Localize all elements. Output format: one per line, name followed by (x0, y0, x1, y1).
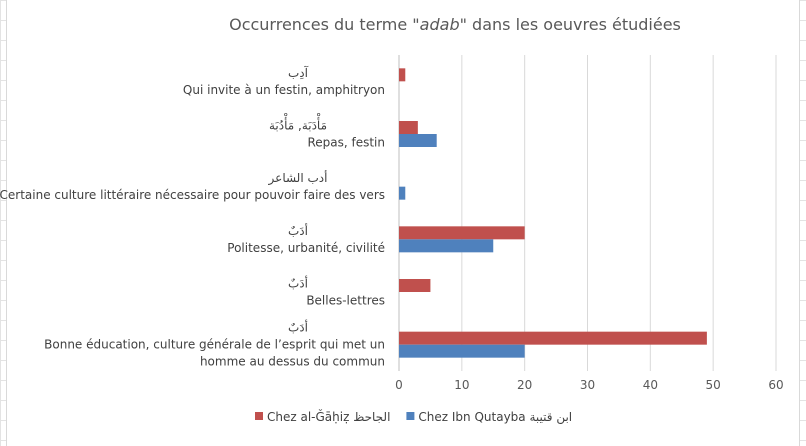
x-tick-label: 10 (454, 378, 469, 392)
chart-title-emphasis: adab (420, 15, 460, 34)
bar-ibn-qutayba[interactable] (399, 186, 406, 200)
x-tick-label: 0 (395, 378, 403, 392)
category-arabic-term: أدَبٌ (288, 320, 308, 335)
category-label: Certaine culture littéraire nécessaire p… (0, 188, 385, 202)
legend-swatch[interactable] (406, 412, 415, 420)
chart-title-part-2: " dans les oeuvres étudiées (460, 15, 681, 34)
bar-al-jahiz[interactable] (399, 279, 431, 292)
x-tick-labels: 0 10 20 30 40 50 60 (395, 378, 783, 392)
legend-label[interactable]: Chez al-Ǧāḥiẓ الجاحظ (267, 409, 390, 424)
category-arabic-term: آدِب (288, 65, 309, 80)
bar-ibn-qutayba[interactable] (399, 134, 437, 147)
bar-ibn-qutayba[interactable] (399, 239, 494, 253)
category-label: Repas, festin (307, 136, 385, 150)
bars (399, 68, 707, 358)
category-arabic-term: مَأْدَبَة, مَأْدُبَة (269, 113, 327, 133)
x-tick-label: 30 (580, 378, 595, 392)
chart-title-part-1: Occurrences du terme " (229, 15, 420, 34)
bar-al-jahiz[interactable] (399, 121, 418, 134)
bar-al-jahiz[interactable] (399, 68, 406, 82)
x-tick-label: 40 (643, 378, 658, 392)
category-labels: آدِب Qui invite à un festin, amphitryon مَ… (0, 65, 385, 369)
x-tick-label: 50 (706, 378, 721, 392)
bar-al-jahiz[interactable] (399, 331, 707, 345)
x-tick-label: 60 (768, 378, 783, 392)
category-label: Politesse, urbanité, civilité (227, 241, 385, 255)
category-label: Bonne éducation, culture générale de l’e… (44, 338, 385, 352)
category-label: Belles-lettres (306, 294, 385, 308)
bar-al-jahiz[interactable] (399, 226, 525, 240)
gridlines (398, 55, 777, 371)
legend-swatch[interactable] (255, 412, 263, 420)
category-label: Qui invite à un festin, amphitryon (183, 83, 385, 97)
category-arabic-term: أدَبٌ (288, 223, 308, 238)
category-arabic-term: أدب الشاعر (268, 170, 328, 186)
category-label: homme au dessus du commun (200, 355, 385, 369)
legend-label[interactable]: Chez Ibn Qutayba ابن قتيبة (418, 410, 572, 425)
bar-ibn-qutayba[interactable] (399, 344, 525, 358)
legend: Chez al-Ǧāḥiẓ الجاحظ Chez Ibn Qutayba ابن… (255, 409, 572, 425)
chart-title: Occurrences du terme "adab" dans les oeu… (229, 15, 681, 34)
category-arabic-term: أدَبٌ (288, 276, 308, 291)
x-tick-label: 20 (517, 378, 532, 392)
